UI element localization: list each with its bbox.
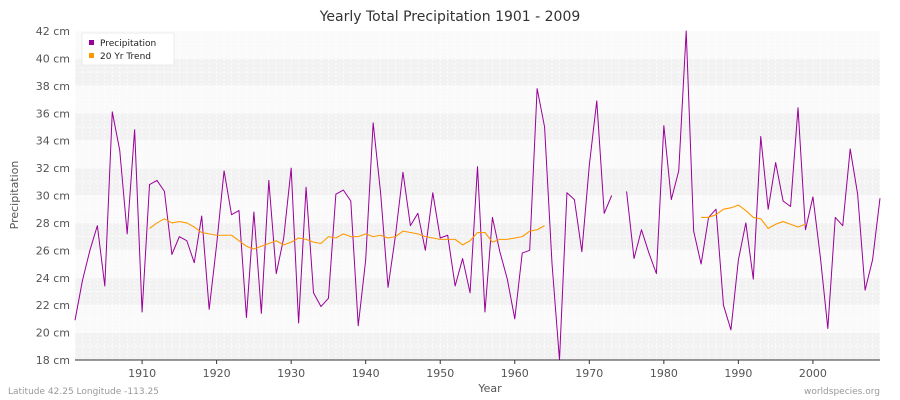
footer-coordinates: Latitude 42.25 Longitude -113.25 — [8, 387, 159, 397]
x-tick-label: 2000 — [799, 367, 827, 380]
x-tick-label: 1990 — [724, 367, 752, 380]
y-axis-label: Precipitation — [8, 161, 21, 230]
x-axis-label: Year — [477, 382, 502, 395]
y-tick-label: 40 cm — [36, 52, 70, 65]
x-axis-ticks: 1910 1920 1930 1940 1950 1960 1970 1980 1990 2000 — [128, 360, 827, 380]
legend-box — [81, 32, 175, 66]
chart-title: Yearly Total Precipitation 1901 - 2009 — [319, 9, 581, 25]
y-tick-label: 20 cm — [36, 327, 70, 340]
series-line-precipitation — [74, 30, 881, 361]
legend-label-trend: 20 Yr Trend — [100, 52, 151, 62]
y-tick-label: 28 cm — [36, 217, 70, 230]
y-tick-label: 34 cm — [36, 135, 70, 148]
legend-label-precipitation: Precipitation — [100, 39, 156, 49]
y-tick-label: 42 cm — [36, 25, 70, 38]
y-tick-label: 18 cm — [36, 354, 70, 367]
y-tick-label: 38 cm — [36, 80, 70, 93]
series-layer — [74, 30, 881, 361]
x-tick-label: 1910 — [128, 367, 156, 380]
series-line-trend — [149, 204, 806, 250]
x-tick-label: 1920 — [203, 367, 231, 380]
y-tick-label: 24 cm — [36, 272, 70, 285]
legend-swatch-precipitation — [89, 40, 94, 45]
x-tick-label: 1950 — [426, 367, 454, 380]
y-tick-label: 36 cm — [36, 107, 70, 120]
x-tick-label: 1940 — [352, 367, 380, 380]
x-tick-label: 1970 — [575, 367, 603, 380]
footer-source: worldspecies.org — [804, 387, 880, 397]
legend: Precipitation 20 Yr Trend — [81, 32, 175, 66]
x-tick-label: 1980 — [650, 367, 678, 380]
y-tick-label: 30 cm — [36, 190, 70, 203]
x-tick-label: 1960 — [501, 367, 529, 380]
x-tick-label: 1930 — [277, 367, 305, 380]
y-tick-label: 26 cm — [36, 244, 70, 257]
y-axis-ticks: 18 cm 20 cm 22 cm 24 cm 26 cm 28 cm 30 cm 32 cm… — [36, 25, 70, 367]
y-tick-label: 32 cm — [36, 162, 70, 175]
y-tick-label: 22 cm — [36, 299, 70, 312]
legend-swatch-trend — [89, 53, 94, 58]
